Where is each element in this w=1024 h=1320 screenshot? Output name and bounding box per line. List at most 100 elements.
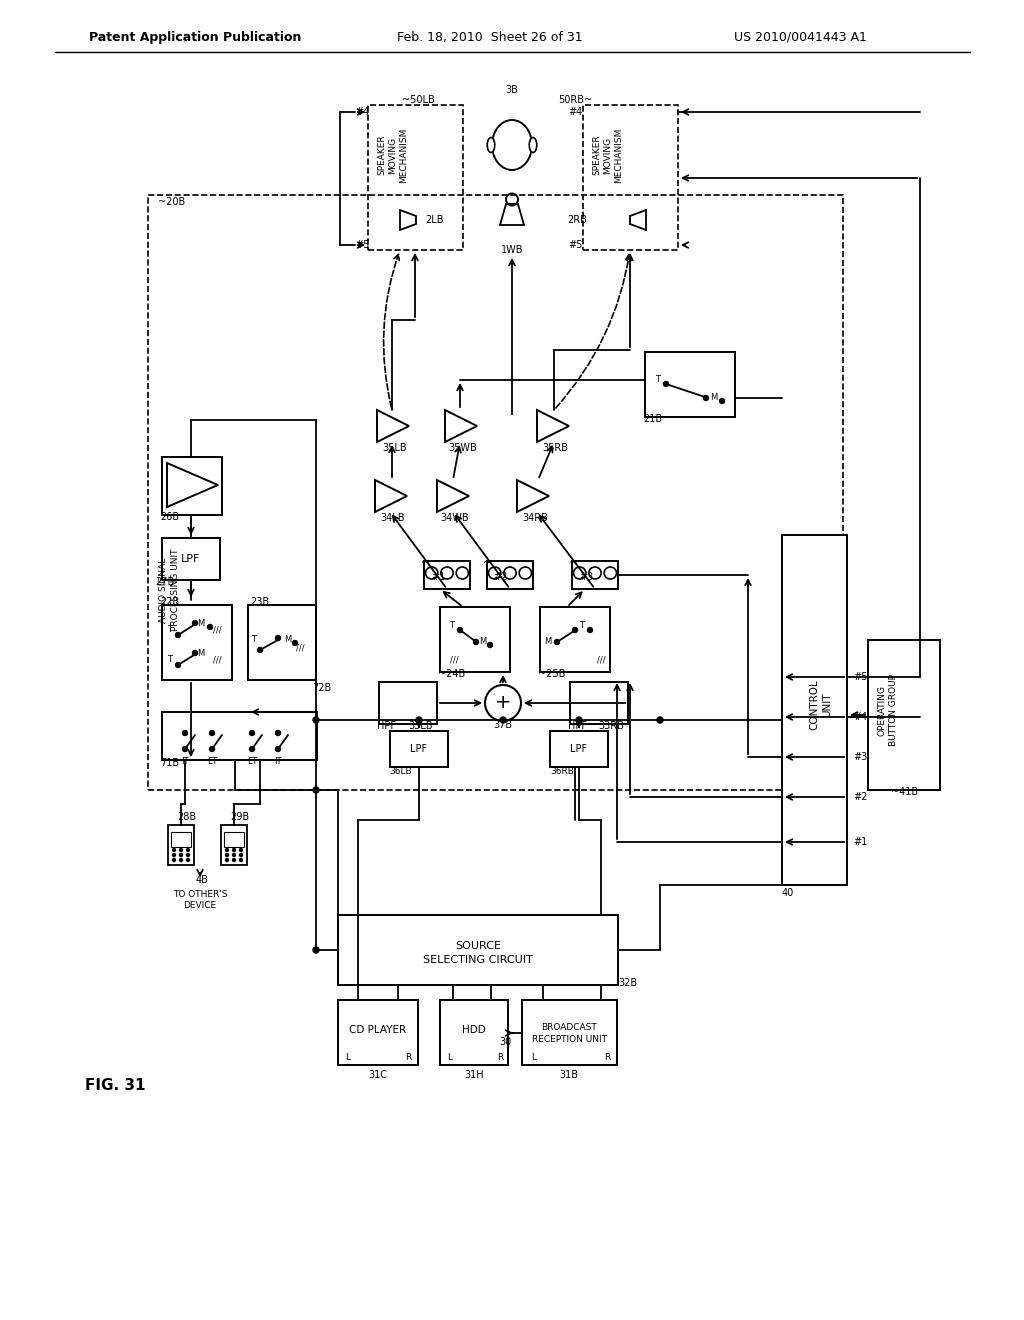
Text: #2: #2 xyxy=(853,792,867,803)
Text: LPF: LPF xyxy=(411,744,428,754)
Text: IT: IT xyxy=(181,758,188,767)
Bar xyxy=(379,682,437,723)
Bar xyxy=(148,195,843,789)
Circle shape xyxy=(664,381,669,387)
Text: M: M xyxy=(545,638,552,647)
Text: #3: #3 xyxy=(579,572,593,582)
Text: MOVING: MOVING xyxy=(603,136,612,173)
Text: 33RB: 33RB xyxy=(598,721,624,731)
Text: 71B: 71B xyxy=(160,758,179,768)
Text: 31C: 31C xyxy=(369,1071,387,1080)
Text: 22B: 22B xyxy=(160,597,179,607)
Bar xyxy=(338,1001,418,1065)
Bar xyxy=(168,825,194,865)
Text: BUTTON GROUP: BUTTON GROUP xyxy=(889,675,897,746)
Text: Patent Application Publication: Patent Application Publication xyxy=(89,30,301,44)
Bar xyxy=(424,561,470,589)
Bar xyxy=(248,605,316,680)
Text: L: L xyxy=(345,1052,350,1061)
Circle shape xyxy=(500,717,506,723)
Bar xyxy=(338,915,618,985)
Circle shape xyxy=(175,632,180,638)
Circle shape xyxy=(250,730,255,735)
Circle shape xyxy=(179,849,182,851)
Text: ///: /// xyxy=(213,656,221,664)
Circle shape xyxy=(313,946,319,953)
Circle shape xyxy=(225,849,228,851)
Text: ~: ~ xyxy=(483,558,493,568)
Circle shape xyxy=(458,627,463,632)
Text: BROADCAST: BROADCAST xyxy=(541,1023,597,1032)
Text: 27B: 27B xyxy=(155,577,174,587)
Text: ///: /// xyxy=(213,626,221,635)
Text: 2LB: 2LB xyxy=(426,215,444,224)
Bar xyxy=(162,711,317,760)
Text: SPEAKER: SPEAKER xyxy=(593,135,601,176)
Text: L: L xyxy=(531,1052,537,1061)
Text: 34RB: 34RB xyxy=(522,513,548,523)
Text: 2RB: 2RB xyxy=(567,215,587,224)
Text: SPEAKER: SPEAKER xyxy=(378,135,386,176)
Circle shape xyxy=(487,643,493,648)
Bar xyxy=(162,457,222,515)
Circle shape xyxy=(250,747,255,751)
Text: 29B: 29B xyxy=(230,812,250,822)
Text: M: M xyxy=(285,635,292,644)
Text: #5: #5 xyxy=(354,240,370,249)
Text: 40: 40 xyxy=(782,888,795,898)
Text: HPF: HPF xyxy=(377,721,396,731)
Text: 32B: 32B xyxy=(618,978,638,987)
Circle shape xyxy=(186,849,189,851)
Text: OPERATING: OPERATING xyxy=(878,685,887,735)
Bar xyxy=(570,682,628,723)
Circle shape xyxy=(232,849,236,851)
Circle shape xyxy=(182,747,187,751)
Bar xyxy=(522,1001,617,1065)
Circle shape xyxy=(186,858,189,862)
Text: ~41B: ~41B xyxy=(892,787,919,797)
Text: 36LB: 36LB xyxy=(389,767,412,776)
Bar xyxy=(368,106,463,249)
Text: ET: ET xyxy=(207,758,217,767)
Text: 35RB: 35RB xyxy=(542,444,568,453)
Circle shape xyxy=(720,399,725,404)
Ellipse shape xyxy=(529,137,537,153)
Text: 31H: 31H xyxy=(464,1071,483,1080)
Circle shape xyxy=(186,854,189,857)
Circle shape xyxy=(232,858,236,862)
Circle shape xyxy=(416,717,422,723)
Circle shape xyxy=(172,858,175,862)
Bar xyxy=(224,832,244,847)
Circle shape xyxy=(657,717,663,723)
Text: ///: /// xyxy=(296,644,304,652)
Circle shape xyxy=(172,849,175,851)
Text: ///: /// xyxy=(597,656,605,664)
Text: #1: #1 xyxy=(431,572,445,582)
Circle shape xyxy=(275,635,281,640)
Text: T: T xyxy=(655,375,660,384)
Text: +: + xyxy=(495,693,511,713)
Circle shape xyxy=(575,717,582,723)
Text: 34LB: 34LB xyxy=(381,513,406,523)
Text: #4: #4 xyxy=(355,107,369,117)
Text: M: M xyxy=(198,648,205,657)
Text: MECHANISM: MECHANISM xyxy=(614,127,624,182)
Bar xyxy=(162,605,232,680)
Text: #4: #4 xyxy=(568,107,582,117)
Bar xyxy=(162,539,220,579)
Text: 37B: 37B xyxy=(494,719,513,730)
Bar xyxy=(487,561,534,589)
Text: CONTROL: CONTROL xyxy=(809,680,819,730)
Text: 36RB: 36RB xyxy=(550,767,573,776)
Circle shape xyxy=(179,854,182,857)
Text: MECHANISM: MECHANISM xyxy=(399,127,409,182)
Text: SELECTING CIRCUIT: SELECTING CIRCUIT xyxy=(423,954,532,965)
Text: 4B: 4B xyxy=(196,875,209,884)
Text: 35WB: 35WB xyxy=(449,444,477,453)
Text: HPF: HPF xyxy=(568,721,587,731)
Text: R: R xyxy=(404,1052,411,1061)
Circle shape xyxy=(257,648,262,652)
Text: ET: ET xyxy=(247,758,257,767)
Text: M: M xyxy=(479,638,486,647)
Text: T: T xyxy=(580,620,585,630)
